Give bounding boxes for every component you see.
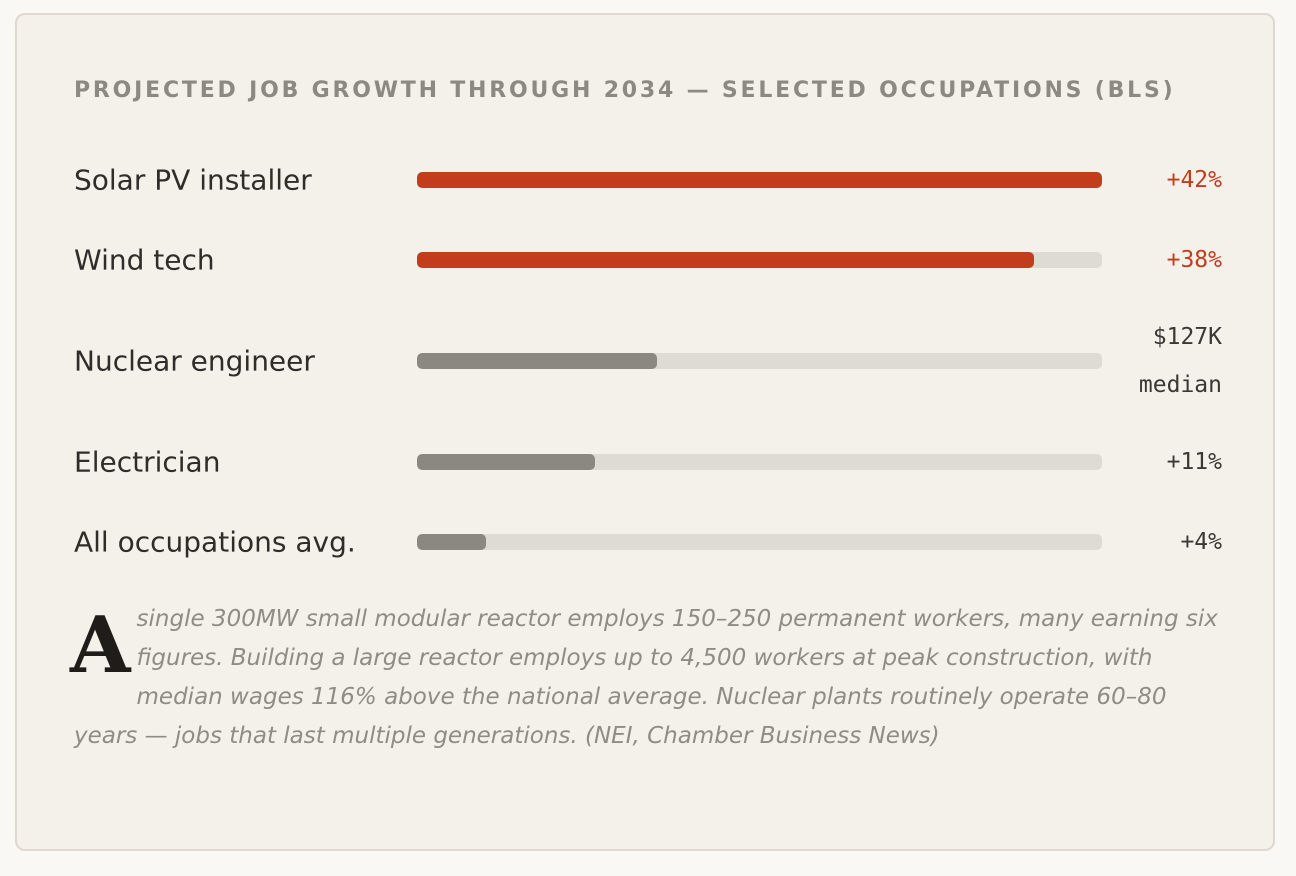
bar-value-label: +38% [1166,247,1222,273]
bar-label: All occupations avg. [74,525,356,559]
bar-row: Electrician +11% [17,440,1277,484]
bar-row: All occupations avg. +4% [17,520,1277,564]
bar-track [417,353,1102,369]
bar-row: Wind tech +38% [17,238,1277,282]
bar-row: Solar PV installer +42% [17,158,1277,202]
drop-cap: A [70,600,131,691]
bar-track [417,172,1102,188]
note-text: single 300MW small modular reactor emplo… [74,606,1218,749]
bar-track [417,454,1102,470]
bar-value-label: $127K median [1138,324,1222,398]
chart-title: PROJECTED JOB GROWTH THROUGH 2034 — SELE… [74,78,1176,103]
bar-fill [417,353,657,369]
bar-label: Solar PV installer [74,163,312,197]
bar-label: Wind tech [74,243,215,277]
bar-track [417,534,1102,550]
bar-row: Nuclear engineer $127K median [17,324,1277,398]
bar-label: Electrician [74,445,221,479]
bar-value-label: +11% [1166,449,1222,475]
note-paragraph: A single 300MW small modular reactor emp… [70,600,1224,756]
chart-card: PROJECTED JOB GROWTH THROUGH 2034 — SELE… [15,13,1275,851]
bar-fill [417,454,596,470]
bar-fill [417,534,486,550]
bar-value-label: +4% [1180,529,1222,555]
bar-value-label: +42% [1166,167,1222,193]
bar-fill [417,172,1102,188]
bar-label: Nuclear engineer [74,344,315,378]
bar-fill [417,252,1034,268]
bar-track [417,252,1102,268]
